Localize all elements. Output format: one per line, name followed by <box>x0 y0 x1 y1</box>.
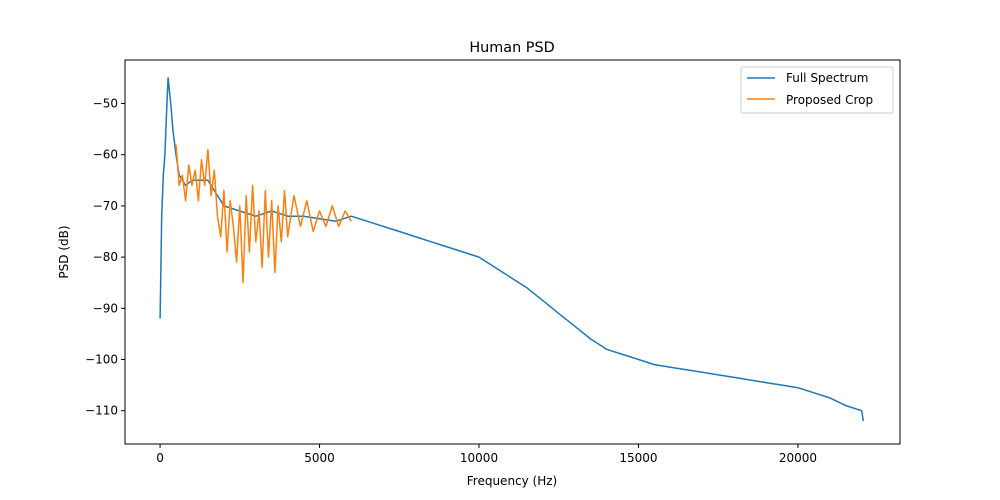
series-line-full-spectrum <box>159 77 865 422</box>
x-tick-label: 20000 <box>779 451 817 465</box>
y-tick-label: −110 <box>85 404 118 418</box>
y-tick-label: −80 <box>93 250 118 264</box>
y-axis-label: PSD (dB) <box>57 225 71 278</box>
x-tick-label: 5000 <box>304 451 335 465</box>
y-tick-label: −90 <box>93 301 118 315</box>
x-tick-label: 10000 <box>460 451 498 465</box>
x-tick-label: 15000 <box>619 451 657 465</box>
legend-frame <box>740 66 894 114</box>
y-tick-label: −70 <box>93 199 118 213</box>
x-axis-label: Frequency (Hz) <box>467 474 558 488</box>
x-axis: 0 5000 10000 15000 20000 <box>156 444 817 465</box>
axes-frame <box>124 59 901 445</box>
legend: Full Spectrum Proposed Crop <box>740 66 894 114</box>
legend-label-proposed-crop: Proposed Crop <box>786 93 873 107</box>
y-tick-label: −100 <box>85 353 118 367</box>
legend-label-full-spectrum: Full Spectrum <box>786 71 868 85</box>
chart-title: Human PSD <box>469 40 554 56</box>
x-tick-label: 0 <box>156 451 164 465</box>
series-line-proposed-crop <box>175 144 353 284</box>
y-tick-label: −50 <box>93 97 118 111</box>
plot-area <box>159 77 865 422</box>
y-axis: −50 −60 −70 −80 −90 −100 −110 <box>85 97 125 418</box>
y-tick-label: −60 <box>93 148 118 162</box>
